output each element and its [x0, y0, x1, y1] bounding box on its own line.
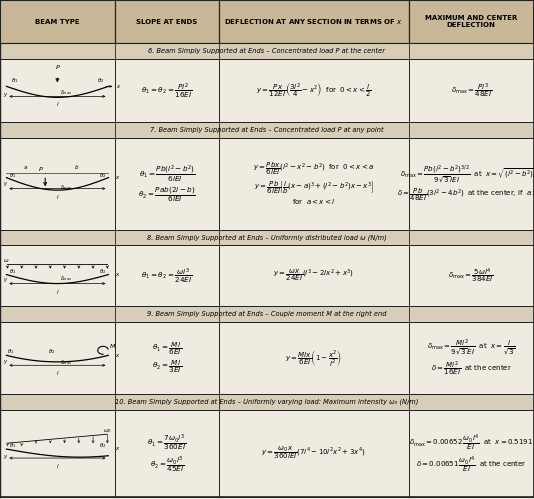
- Text: $y$: $y$: [3, 453, 9, 461]
- Text: $\theta_2$: $\theta_2$: [99, 267, 106, 276]
- Text: $\delta_{\max}$: $\delta_{\max}$: [60, 274, 73, 283]
- Bar: [219, 138, 409, 230]
- Text: $l$: $l$: [56, 369, 59, 377]
- Text: $\theta_2$: $\theta_2$: [99, 441, 106, 450]
- Text: $x$: $x$: [116, 83, 122, 90]
- Bar: [219, 321, 409, 394]
- Text: DEFLECTION AT ANY SECTION IN TERMS OF $x$: DEFLECTION AT ANY SECTION IN TERMS OF $x…: [224, 17, 403, 26]
- Text: $l$: $l$: [56, 193, 59, 201]
- Text: $y = \dfrac{\omega x}{24EI}(l^3 - 2lx^2 + x^3)$: $y = \dfrac{\omega x}{24EI}(l^3 - 2lx^2 …: [273, 268, 354, 283]
- Text: $\theta_1$: $\theta_1$: [9, 267, 16, 276]
- Text: $x$: $x$: [115, 445, 120, 452]
- Text: $y$: $y$: [3, 358, 9, 366]
- Bar: [409, 246, 534, 306]
- Text: $\theta_1$: $\theta_1$: [9, 441, 16, 450]
- Text: $\theta_1$: $\theta_1$: [11, 76, 18, 85]
- Text: $\delta_{\mathrm{max}} = \dfrac{5\omega l^4}{384EI}$: $\delta_{\mathrm{max}} = \dfrac{5\omega …: [449, 266, 494, 285]
- Text: $x$: $x$: [115, 352, 120, 359]
- Text: 6. Beam Simply Supported at Ends – Concentrated load P at the center: 6. Beam Simply Supported at Ends – Conce…: [148, 48, 386, 54]
- Text: 8. Beam Simply Supported at Ends – Uniformly distributed load ω (N/m): 8. Beam Simply Supported at Ends – Unifo…: [147, 234, 387, 241]
- Bar: [409, 0, 534, 43]
- Text: $\delta_{\max}$: $\delta_{\max}$: [60, 88, 73, 97]
- Text: $x$: $x$: [115, 271, 120, 278]
- Bar: [0, 230, 534, 246]
- Text: $y = \dfrac{\omega_0 x}{360lEI}(7l^4 - 10l^2x^2 + 3x^4)$: $y = \dfrac{\omega_0 x}{360lEI}(7l^4 - 1…: [262, 445, 366, 462]
- Text: $\delta_{\mathrm{max}} = \dfrac{Pb(l^2-b^2)^{3/2}}{9\sqrt{3}\,lEI}$  at  $x=\sqr: $\delta_{\mathrm{max}} = \dfrac{Pb(l^2-b…: [397, 164, 534, 204]
- Text: $\omega_0$: $\omega_0$: [103, 427, 112, 435]
- Bar: [0, 394, 534, 410]
- Text: $\delta_{\max}$: $\delta_{\max}$: [60, 358, 73, 367]
- Text: MAXIMUM AND CENTER
DEFLECTION: MAXIMUM AND CENTER DEFLECTION: [425, 15, 517, 28]
- Text: $l$: $l$: [56, 462, 59, 470]
- Text: $\delta_{\mathrm{max}} = \dfrac{Pl^3}{48EI}$: $\delta_{\mathrm{max}} = \dfrac{Pl^3}{48…: [451, 81, 492, 100]
- Bar: [115, 321, 219, 394]
- Bar: [115, 138, 219, 230]
- Bar: [0, 59, 115, 122]
- Text: $\theta_2$: $\theta_2$: [48, 347, 54, 356]
- Text: $P$: $P$: [38, 165, 44, 173]
- Bar: [219, 410, 409, 497]
- Text: $\theta_1 = \dfrac{Pb(l^2 - b^2)}{6lEI}$
$\theta_2 = \dfrac{Pab(2l - b)}{6lEI}$: $\theta_1 = \dfrac{Pb(l^2 - b^2)}{6lEI}$…: [138, 163, 196, 204]
- Text: $b$: $b$: [74, 163, 80, 171]
- Text: $\theta_2$: $\theta_2$: [97, 76, 104, 85]
- Text: $\theta_1 = \dfrac{7\omega_0 l^3}{360EI}$
$\theta_2 = \dfrac{\omega_0 l^3}{45EI}: $\theta_1 = \dfrac{7\omega_0 l^3}{360EI}…: [147, 432, 186, 474]
- Text: $y$: $y$: [3, 91, 9, 99]
- Bar: [409, 59, 534, 122]
- Text: 9. Beam Simply Supported at Ends – Couple moment M at the right end: 9. Beam Simply Supported at Ends – Coupl…: [147, 310, 387, 317]
- Text: $\omega$: $\omega$: [3, 257, 10, 264]
- Bar: [219, 59, 409, 122]
- Text: $M$: $M$: [109, 342, 117, 350]
- Bar: [115, 0, 219, 43]
- Bar: [409, 138, 534, 230]
- Bar: [115, 246, 219, 306]
- Bar: [219, 0, 409, 43]
- Text: $\delta_{\mathrm{max}} = 0.00652\,\dfrac{\omega_0 l^4}{EI}$  at  $x = 0.5191$
$\: $\delta_{\mathrm{max}} = 0.00652\,\dfrac…: [409, 432, 533, 474]
- Text: $\theta_1$: $\theta_1$: [9, 171, 16, 180]
- Text: $y$: $y$: [3, 275, 9, 283]
- Bar: [0, 0, 115, 43]
- Text: $l$: $l$: [56, 287, 59, 295]
- Text: $\theta_1$: $\theta_1$: [7, 347, 15, 356]
- Text: $P$: $P$: [54, 63, 60, 71]
- Text: $\theta_1 = \dfrac{Ml}{6EI}$
$\theta_2 = \dfrac{Ml}{3EI}$: $\theta_1 = \dfrac{Ml}{6EI}$ $\theta_2 =…: [152, 340, 182, 375]
- Bar: [0, 246, 115, 306]
- Bar: [0, 321, 115, 394]
- Bar: [409, 321, 534, 394]
- Text: $y = \dfrac{Pbx}{6lEI}(l^2 - x^2 - b^2)$  for  $0 < x < a$
$y = \dfrac{Pb}{6lEI}: $y = \dfrac{Pbx}{6lEI}(l^2 - x^2 - b^2)$…: [253, 161, 374, 206]
- Text: $l$: $l$: [56, 100, 59, 108]
- Bar: [0, 306, 534, 321]
- Bar: [0, 43, 534, 59]
- Text: $\theta_1 = \theta_2 = \dfrac{Pl^2}{16EI}$: $\theta_1 = \theta_2 = \dfrac{Pl^2}{16EI…: [141, 81, 193, 100]
- Bar: [0, 122, 534, 138]
- Text: $\theta_1 = \theta_2 = \dfrac{\omega l^3}{24EI}$: $\theta_1 = \theta_2 = \dfrac{\omega l^3…: [141, 266, 193, 285]
- Bar: [115, 59, 219, 122]
- Bar: [0, 138, 115, 230]
- Bar: [409, 410, 534, 497]
- Text: $y = \dfrac{Mlx}{6EI}\left(1 - \dfrac{x^2}{l^2}\right)$: $y = \dfrac{Mlx}{6EI}\left(1 - \dfrac{x^…: [285, 348, 342, 368]
- Bar: [0, 410, 115, 497]
- Text: 7. Beam Simply Supported at Ends – Concentrated load P at any point: 7. Beam Simply Supported at Ends – Conce…: [150, 127, 384, 133]
- Text: $\delta_{\mathrm{max}} = \dfrac{Ml^2}{9\sqrt{3}\,EI}$  at  $x = \dfrac{l}{\sqrt{: $\delta_{\mathrm{max}} = \dfrac{Ml^2}{9\…: [427, 338, 516, 378]
- Text: 10. Beam Simply Supported at Ends – Uniformly varying load: Maximum intensity ω₀: 10. Beam Simply Supported at Ends – Unif…: [115, 399, 419, 405]
- Text: $y$: $y$: [3, 180, 9, 188]
- Text: $y = \dfrac{Px}{12EI}\left(\dfrac{3l^2}{4} - x^2\right)$  for  $0 < x < \dfrac{l: $y = \dfrac{Px}{12EI}\left(\dfrac{3l^2}{…: [256, 81, 372, 100]
- Text: $\theta_2$: $\theta_2$: [99, 171, 106, 180]
- Text: $\delta_{\max}$: $\delta_{\max}$: [60, 183, 73, 192]
- Text: SLOPE AT ENDS: SLOPE AT ENDS: [136, 18, 198, 24]
- Text: BEAM TYPE: BEAM TYPE: [35, 18, 80, 24]
- Bar: [219, 246, 409, 306]
- Bar: [115, 410, 219, 497]
- Text: $a$: $a$: [23, 164, 28, 171]
- Text: $x$: $x$: [115, 174, 120, 181]
